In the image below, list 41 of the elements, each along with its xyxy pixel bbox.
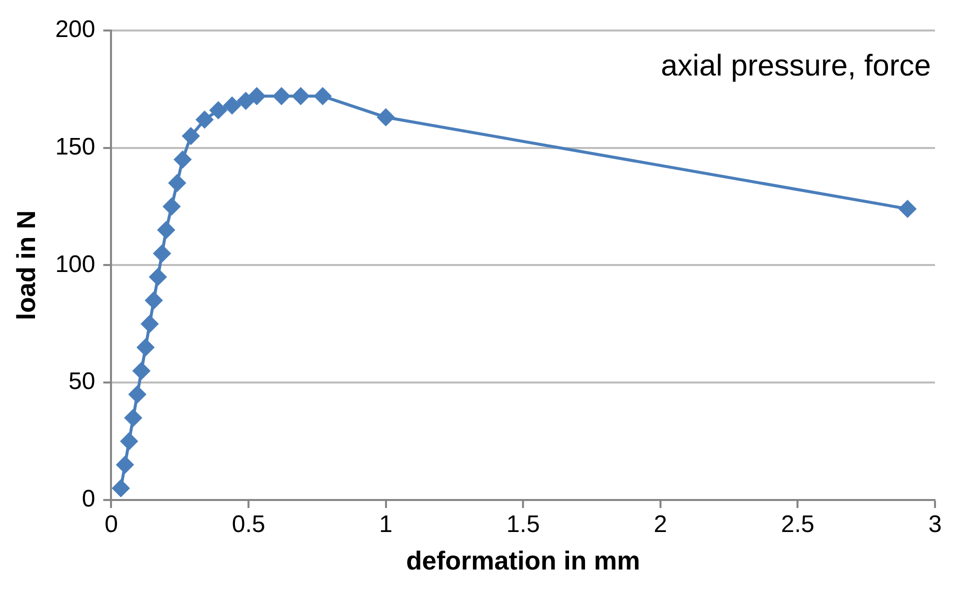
- y-axis-title: load in N: [10, 210, 41, 320]
- point: [224, 97, 241, 114]
- point: [314, 88, 332, 105]
- point: [210, 102, 227, 119]
- x-axis-title: deformation in mm: [406, 546, 640, 576]
- point: [292, 88, 310, 105]
- x-tick-label: 2: [654, 511, 668, 538]
- point: [158, 221, 175, 238]
- point: [116, 456, 134, 474]
- point: [272, 88, 290, 105]
- x-tick-label: 1: [379, 511, 393, 538]
- point: [237, 92, 254, 110]
- point: [248, 88, 266, 105]
- point: [899, 200, 916, 218]
- y-tick-label: 0: [82, 486, 96, 513]
- y-tick-label: 150: [55, 133, 96, 160]
- y-tick-label: 200: [55, 16, 96, 44]
- point: [124, 409, 142, 426]
- point: [112, 480, 130, 497]
- x-tick-label: 3: [928, 511, 942, 538]
- x-tick-label: 2.5: [781, 511, 814, 538]
- point: [163, 198, 180, 215]
- annotation: axial pressure, force: [660, 50, 931, 83]
- x-tick-label: 0.5: [232, 511, 266, 538]
- point: [377, 108, 394, 126]
- point: [174, 151, 192, 168]
- point: [149, 268, 166, 286]
- point: [168, 174, 186, 192]
- point: [154, 244, 171, 262]
- y-tick-label: 100: [55, 250, 96, 278]
- point: [196, 111, 214, 128]
- x-tick-label: 1.5: [506, 511, 540, 538]
- point: [141, 315, 158, 332]
- point: [132, 362, 150, 380]
- point: [182, 128, 200, 145]
- point: [128, 386, 146, 403]
- point: [120, 432, 138, 450]
- point: [137, 338, 154, 356]
- point: [145, 292, 162, 309]
- x-tick-label: 0: [104, 511, 118, 538]
- y-tick-label: 50: [68, 368, 96, 396]
